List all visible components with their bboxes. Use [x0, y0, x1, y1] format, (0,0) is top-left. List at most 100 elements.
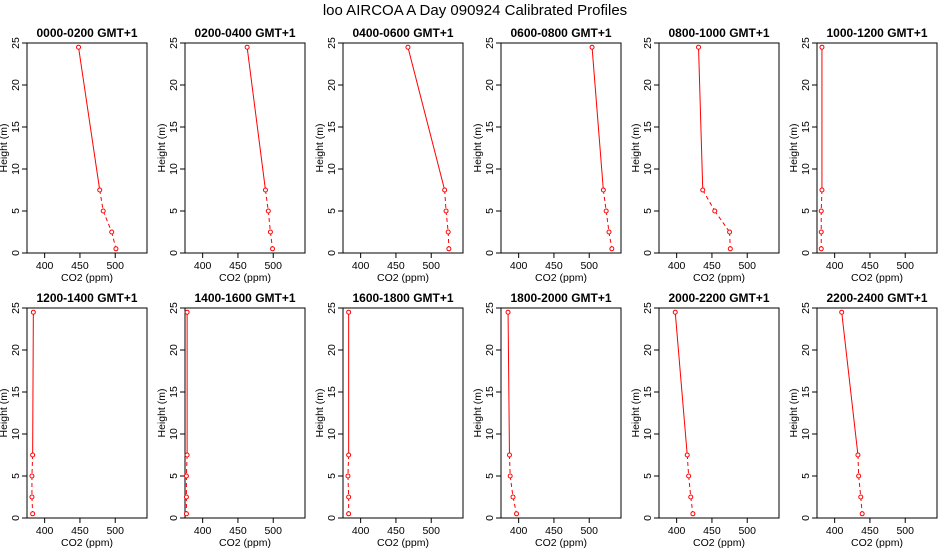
data-point	[76, 44, 82, 50]
y-axis-label: Height (m)	[472, 388, 484, 437]
x-axis-label: CO2 (ppm)	[693, 537, 745, 549]
data-point	[819, 187, 825, 193]
profile-panel: 0400-0600 GMT+1 400 450 500 0 5 10 15 20 25 CO2 (p…	[314, 26, 464, 284]
profile-segment	[605, 210, 610, 233]
plot-frame	[658, 307, 780, 519]
y-tick-label: 5	[326, 208, 338, 214]
x-tick-label: 500	[738, 525, 756, 537]
y-tick-label: 5	[10, 208, 22, 214]
y-tick-label: 25	[168, 37, 180, 49]
profile-panel: 1200-1400 GMT+1 400 450 500 0 5 10 15 20 25 CO2 (p…	[0, 291, 148, 549]
panel-title: 1800-2000 GMT+1	[510, 291, 611, 305]
y-tick-label: 25	[326, 302, 338, 314]
profile-segment	[686, 454, 690, 477]
data-point	[346, 452, 352, 458]
y-tick-label: 0	[642, 250, 654, 256]
data-point	[506, 452, 512, 458]
y-tick-label: 10	[326, 163, 338, 175]
y-tick-label: 20	[168, 344, 180, 356]
y-tick-label: 15	[10, 121, 22, 133]
data-point	[818, 208, 824, 214]
x-tick-label: 500	[896, 260, 914, 272]
y-tick-label: 0	[326, 515, 338, 521]
x-tick-label: 400	[352, 525, 370, 537]
x-tick-label: 450	[861, 260, 879, 272]
y-tick-label: 0	[326, 250, 338, 256]
x-axis-label: CO2 (ppm)	[851, 272, 903, 284]
y-tick-label: 0	[10, 250, 22, 256]
data-point	[859, 511, 865, 517]
data-point	[346, 494, 352, 500]
y-tick-label: 10	[642, 428, 654, 440]
y-tick-label: 15	[642, 121, 654, 133]
plot-frame	[26, 42, 148, 254]
x-tick-label: 450	[861, 525, 879, 537]
profile-panel: 2200-2400 GMT+1 400 450 500 0 5 10 15 20 25 CO2 (p…	[788, 291, 938, 549]
y-tick-label: 25	[326, 37, 338, 49]
panel-title: 0000-0200 GMT+1	[36, 26, 137, 40]
data-point	[345, 473, 351, 479]
y-tick-label: 10	[642, 163, 654, 175]
y-tick-label: 20	[642, 79, 654, 91]
x-tick-label: 400	[36, 260, 54, 272]
x-tick-label: 500	[738, 260, 756, 272]
profile-segment	[860, 496, 863, 514]
y-tick-label: 10	[168, 428, 180, 440]
plot-frame	[184, 307, 306, 519]
y-tick-label: 5	[168, 473, 180, 479]
plot-frame	[500, 307, 622, 519]
plot-frame	[500, 42, 622, 254]
data-point	[30, 511, 36, 517]
x-tick-label: 450	[387, 525, 405, 537]
x-axis-label: CO2 (ppm)	[377, 537, 429, 549]
profile-segment	[347, 454, 350, 477]
y-tick-label: 15	[642, 386, 654, 398]
y-tick-label: 15	[10, 386, 22, 398]
y-tick-label: 0	[800, 250, 812, 256]
y-tick-label: 15	[800, 121, 812, 133]
data-point	[183, 494, 189, 500]
y-axis-label: Height (m)	[0, 388, 10, 437]
data-point	[819, 44, 825, 50]
panel-title: 0600-0800 GMT+1	[510, 26, 611, 40]
data-point	[855, 452, 861, 458]
plot-frame	[184, 42, 306, 254]
y-axis-label: Height (m)	[472, 123, 484, 172]
y-tick-label: 5	[484, 208, 496, 214]
y-tick-label: 10	[800, 163, 812, 175]
y-tick-label: 15	[168, 386, 180, 398]
x-tick-label: 400	[194, 260, 212, 272]
panel-title: 2000-2200 GMT+1	[668, 291, 769, 305]
y-tick-label: 5	[326, 473, 338, 479]
data-point	[672, 309, 678, 315]
y-tick-label: 5	[484, 473, 496, 479]
x-axis-label: CO2 (ppm)	[219, 537, 271, 549]
x-tick-label: 400	[826, 260, 844, 272]
data-point	[270, 246, 276, 252]
panel-title: 0800-1000 GMT+1	[668, 26, 769, 40]
x-tick-label: 500	[264, 525, 282, 537]
profile-segment	[99, 189, 104, 212]
profile-panel: 0000-0200 GMT+1 400 450 500 0 5 10 15 20 25 CO2 (p…	[0, 26, 148, 284]
data-point	[29, 473, 35, 479]
panel-title: 1400-1600 GMT+1	[194, 291, 295, 305]
data-point	[30, 309, 36, 315]
data-point	[445, 229, 451, 235]
data-point	[603, 208, 609, 214]
x-tick-label: 400	[826, 525, 844, 537]
y-tick-label: 20	[484, 79, 496, 91]
data-point	[443, 208, 449, 214]
profile-segment	[674, 312, 688, 456]
y-tick-label: 0	[10, 515, 22, 521]
y-tick-label: 10	[168, 163, 180, 175]
data-point	[684, 452, 690, 458]
data-point	[507, 473, 513, 479]
plot-frame	[658, 42, 780, 254]
profile-segment	[78, 47, 101, 191]
data-point	[267, 229, 273, 235]
y-tick-label: 5	[10, 473, 22, 479]
x-tick-label: 400	[36, 525, 54, 537]
plot-frame	[816, 307, 938, 519]
profile-segment	[185, 454, 188, 477]
data-point	[183, 511, 189, 517]
